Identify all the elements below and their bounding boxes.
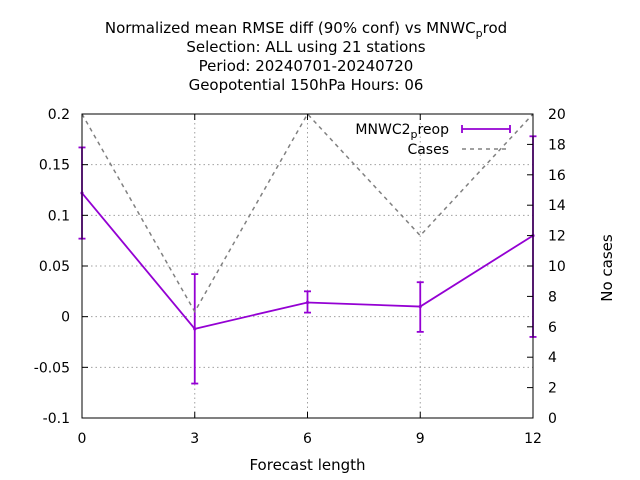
axis-ticks: 0 3 6 9 12 -0.1 -0.05 0 0.05 0.1 0.15 0.2 0 2 4 6 8 10 12 1… xyxy=(34,107,566,447)
title-text: Geopotential 150hPa Hours: 06 xyxy=(189,76,424,94)
x-tick-label: 0 xyxy=(78,431,87,447)
y2-tick-label: 2 xyxy=(548,381,557,397)
y2-tick-label: 0 xyxy=(548,411,557,427)
data-point xyxy=(193,327,197,331)
y2-tick-label: 8 xyxy=(548,289,557,305)
legend-text: reop xyxy=(417,122,449,138)
y-tick-label: -0.05 xyxy=(34,360,70,376)
title-text: Normalized mean RMSE diff (90% conf) vs … xyxy=(105,19,476,37)
title-text: Selection: ALL using 21 stations xyxy=(186,38,425,56)
error-bar xyxy=(191,273,199,385)
title-line-2: Selection: ALL using 21 stations xyxy=(186,38,425,56)
y2-tick-label: 18 xyxy=(548,137,566,153)
y2-tick-label: 16 xyxy=(548,168,566,184)
chart-title: Normalized mean RMSE diff (90% conf) vs … xyxy=(105,19,507,94)
title-line-1: Normalized mean RMSE diff (90% conf) vs … xyxy=(105,19,507,40)
legend-label-1: MNWC2preop xyxy=(355,122,449,141)
legend-text: MNWC2 xyxy=(355,122,410,138)
y-tick-label: 0.05 xyxy=(39,259,70,275)
y2-tick-label: 10 xyxy=(548,259,566,275)
title-text: Period: 20240701-20240720 xyxy=(199,57,414,75)
y-tick-label: 0 xyxy=(61,310,70,326)
y-tick-label: -0.1 xyxy=(43,411,70,427)
title-line-4: Geopotential 150hPa Hours: 06 xyxy=(189,76,424,94)
y-tick-label: 0.15 xyxy=(39,158,70,174)
error-bar xyxy=(304,290,311,314)
x-tick-label: 3 xyxy=(190,431,199,447)
y2-tick-label: 6 xyxy=(548,320,557,336)
x-tick-label: 12 xyxy=(524,431,542,447)
legend-subscript: p xyxy=(411,128,418,141)
y2-tick-label: 4 xyxy=(548,350,557,366)
data-point xyxy=(418,304,422,309)
grid xyxy=(81,113,534,419)
y2-tick-label: 14 xyxy=(548,198,566,214)
error-bar xyxy=(416,281,424,333)
title-line-3: Period: 20240701-20240720 xyxy=(199,57,414,75)
x-axis-label: Forecast length xyxy=(249,456,365,474)
x-tick-label: 9 xyxy=(416,431,425,447)
title-subscript: p xyxy=(476,27,483,40)
y-tick-label: 0.2 xyxy=(48,107,70,123)
data-point xyxy=(305,300,310,305)
legend-text: Cases xyxy=(407,142,449,158)
y2-tick-label: 20 xyxy=(548,107,566,123)
y-tick-label: 0.1 xyxy=(48,208,70,224)
x-tick-label: 6 xyxy=(303,431,312,447)
title-text: rod xyxy=(483,19,508,37)
y2-tick-label: 12 xyxy=(548,229,566,245)
y2-axis-label: No cases xyxy=(598,234,616,302)
legend-label-2: Cases xyxy=(407,142,449,158)
series-area xyxy=(78,112,537,385)
